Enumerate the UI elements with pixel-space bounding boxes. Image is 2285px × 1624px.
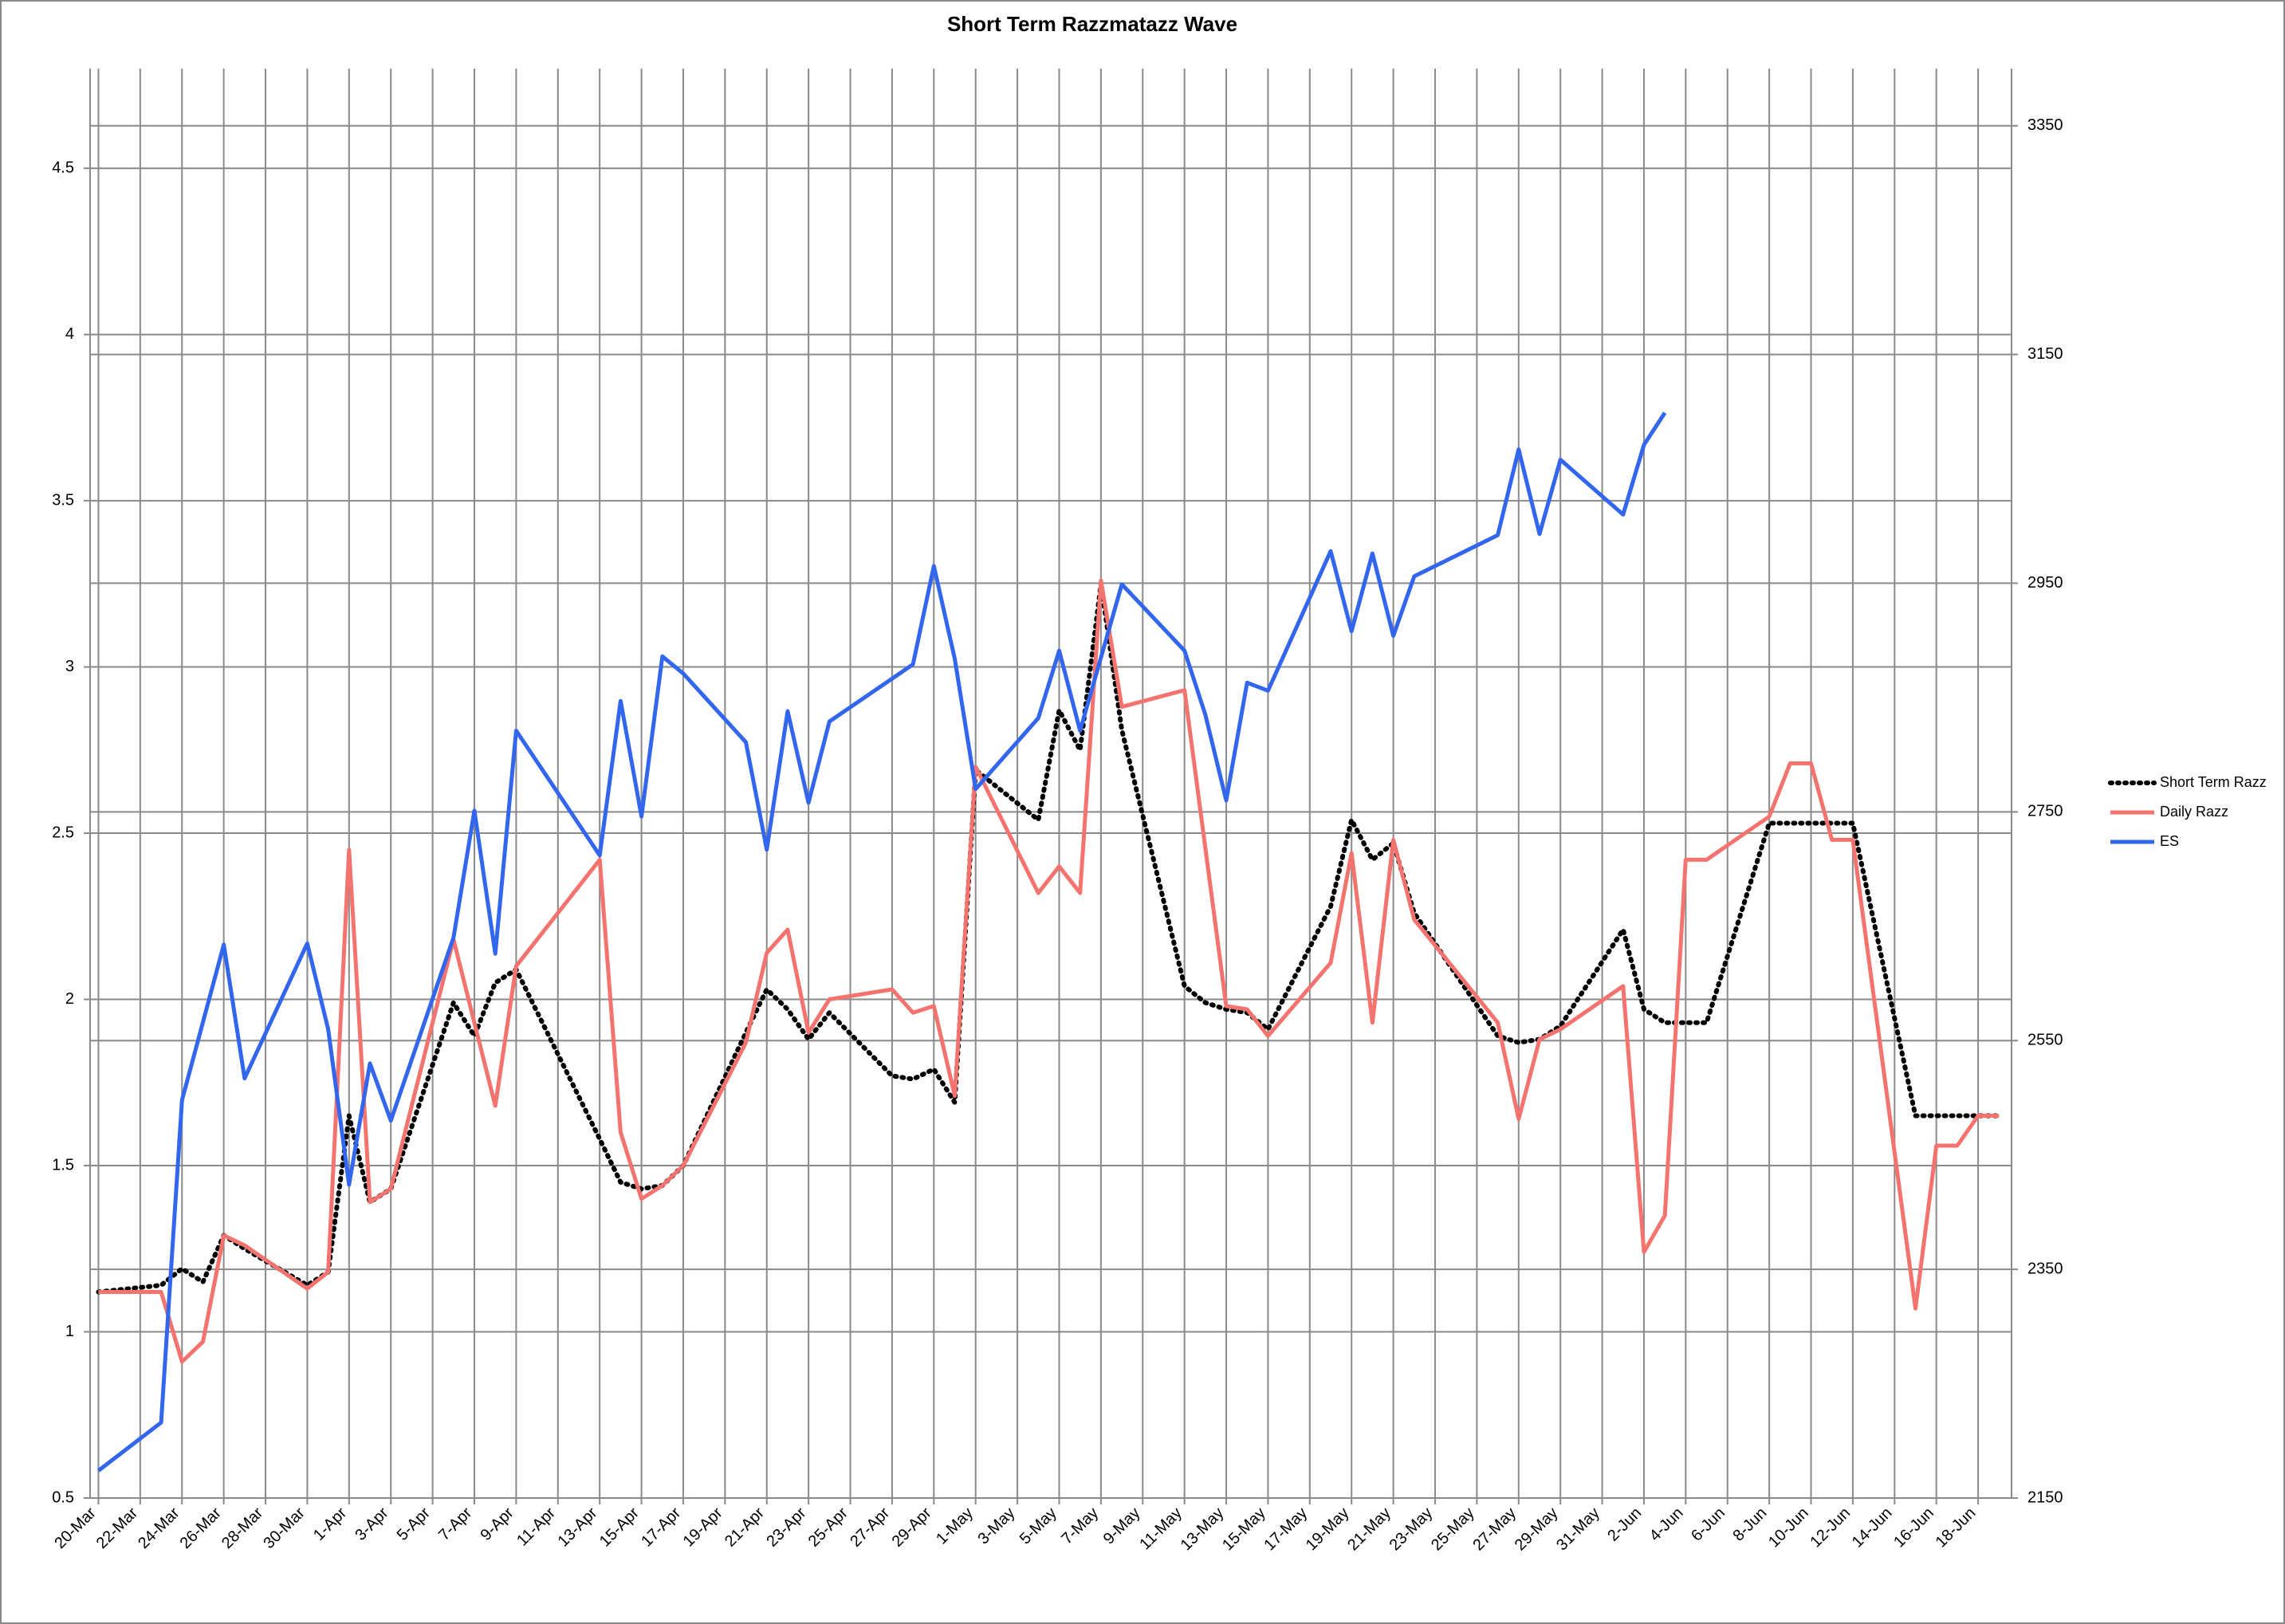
chart-title: Short Term Razzmatazz Wave bbox=[947, 12, 1237, 36]
y2-tick-label: 2550 bbox=[2027, 1032, 2063, 1049]
y2-tick-label: 2750 bbox=[2027, 803, 2063, 820]
y-tick-label: 3 bbox=[65, 658, 74, 675]
legend-label: ES bbox=[2160, 833, 2179, 849]
y-tick-label: 2 bbox=[65, 990, 74, 1008]
y-tick-label: 0.5 bbox=[52, 1488, 74, 1506]
legend-label: Daily Razz bbox=[2160, 804, 2228, 820]
y-tick-label: 2.5 bbox=[52, 824, 74, 841]
legend-label: Short Term Razz bbox=[2160, 774, 2267, 790]
series-line bbox=[96, 581, 2002, 1295]
y-tick-label: 4.5 bbox=[52, 159, 74, 176]
series-line bbox=[98, 578, 2000, 1364]
y2-tick-label: 3150 bbox=[2027, 345, 2063, 363]
y2-tick-label: 3350 bbox=[2027, 116, 2063, 134]
series-line bbox=[96, 411, 1667, 1473]
y-tick-label: 4 bbox=[65, 325, 74, 343]
y-tick-label: 1 bbox=[65, 1323, 74, 1340]
y2-tick-label: 2350 bbox=[2027, 1260, 2063, 1277]
y2-tick-label: 2950 bbox=[2027, 574, 2063, 592]
y2-tick-label: 2150 bbox=[2027, 1488, 2063, 1506]
y-tick-label: 3.5 bbox=[52, 491, 74, 509]
y-tick-label: 1.5 bbox=[52, 1156, 74, 1174]
